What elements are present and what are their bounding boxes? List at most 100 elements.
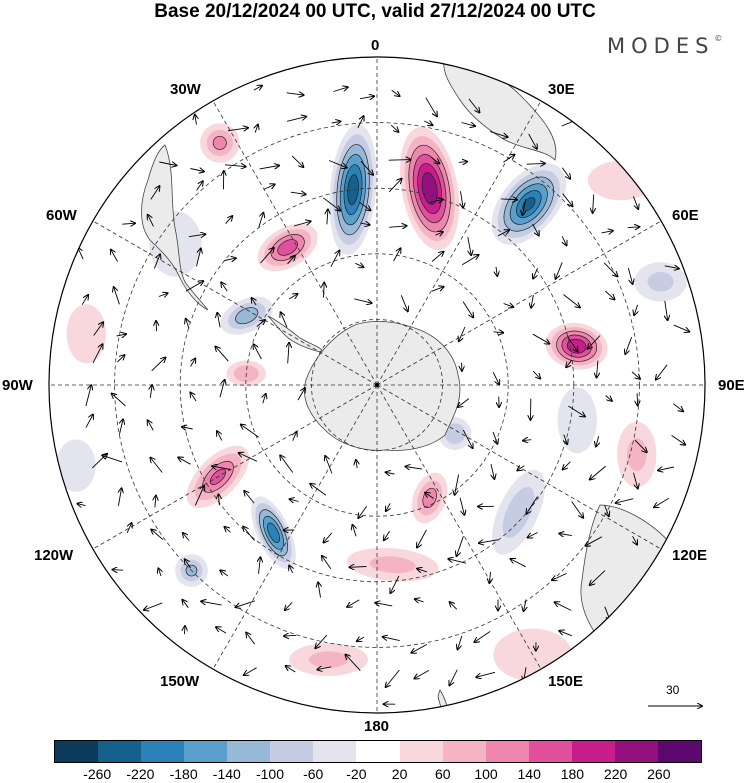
wind-vector-arrow (424, 121, 432, 125)
wind-vector-arrow (150, 186, 160, 200)
wind-vector-arrow (225, 216, 233, 224)
wind-vector-arrow (252, 298, 257, 306)
wind-vector-arrow (491, 463, 494, 479)
wind-vector-arrow (288, 294, 297, 300)
colorbar-swatch (485, 741, 529, 762)
wind-vector-arrow (522, 198, 525, 215)
colorbar-swatch (614, 741, 658, 762)
reference-vector-label: 30 (666, 683, 680, 697)
wind-vector-arrow (411, 644, 428, 652)
wind-vector-arrow (671, 435, 686, 444)
wind-vector-arrow (528, 133, 537, 149)
wind-vector-arrow (260, 248, 274, 264)
wind-vector-arrow (493, 332, 504, 333)
wind-vector-arrow (431, 287, 444, 292)
wind-vector-arrow (605, 395, 612, 401)
wind-vector-arrow (526, 496, 538, 514)
copyright-icon: © (714, 34, 723, 43)
wind-vector-arrow (330, 251, 340, 267)
wind-vector-arrow (552, 573, 567, 581)
wind-vector-arrow (126, 523, 132, 533)
meridian-line (212, 384, 378, 670)
wind-vector-arrow (597, 360, 598, 378)
wind-vector-arrow (258, 213, 264, 228)
wind-vector-arrow (317, 667, 332, 670)
wind-vector-arrow (184, 626, 185, 635)
colorbar-swatch (227, 741, 271, 762)
wind-vector-arrow (188, 234, 205, 237)
wind-vector-arrow (284, 635, 297, 636)
wind-vector-arrow (153, 254, 160, 269)
wind-vector-arrow (555, 602, 572, 611)
wind-vector-arrow (417, 529, 427, 548)
wind-vector-arrow (625, 337, 633, 354)
colorbar-ticks: -260 -220 -180 -140 -100 -60 -20 20 60 100 140 180 2… (0, 766, 750, 783)
anomaly-contour (235, 307, 259, 325)
wind-vector-arrow (430, 199, 443, 202)
wind-vector-arrow (190, 393, 197, 402)
positive-anomaly-center (66, 304, 106, 364)
negative-anomaly-center (251, 496, 296, 570)
lon-label-150e: 150E (548, 673, 584, 690)
wind-vector-arrow (435, 232, 443, 235)
wind-vector-arrow (346, 655, 361, 671)
wind-vector-arrow (400, 295, 408, 311)
wind-vector-arrow (217, 431, 223, 441)
colorbar-swatch (571, 741, 615, 762)
wind-vector-arrow (325, 456, 333, 474)
anomaly-contour (267, 522, 280, 544)
wind-vector-arrow (386, 503, 390, 511)
wind-vector-arrow (389, 226, 406, 228)
wind-vector-arrow (155, 496, 156, 508)
wind-vector-arrow (458, 635, 463, 649)
wind-vector-arrow (216, 627, 227, 634)
wind-vector-arrow (191, 358, 196, 367)
colorbar-swatch (356, 741, 400, 762)
wind-vector-arrow (559, 631, 572, 637)
positive-anomaly-center (346, 547, 439, 582)
wind-vector-arrow (150, 458, 163, 473)
wind-vector-arrow (393, 248, 401, 262)
wind-vector-arrow (450, 602, 458, 610)
wind-vector-arrow (459, 497, 464, 515)
wind-vector-arrow (285, 602, 293, 610)
wind-vectors (77, 86, 689, 705)
wind-vector-arrow (384, 530, 390, 540)
positive-anomaly-center (617, 421, 657, 488)
wind-vector-arrow (528, 532, 538, 538)
negative-anomaly-center (557, 387, 597, 454)
brand-text: MODES (607, 34, 715, 58)
wind-vector-arrow (665, 300, 668, 320)
anomaly-contour (308, 651, 349, 668)
wind-vector-arrow (347, 599, 360, 607)
wind-vector-arrow (532, 370, 540, 378)
meridian-line (376, 100, 542, 386)
wind-vector-arrow (458, 398, 470, 407)
colorbar-tick-label: 100 (474, 766, 498, 782)
colorbar-swatch (528, 741, 572, 762)
colorbar-tick-label: 140 (517, 766, 541, 782)
colorbar-tick-label: -60 (303, 766, 324, 782)
wind-vector-arrow (119, 419, 123, 435)
anomaly-contour (66, 304, 106, 364)
wind-vector-arrow (388, 179, 401, 193)
meridian-line (376, 220, 662, 386)
colorbar (54, 740, 702, 763)
wind-vector-arrow (461, 123, 475, 127)
wind-vector-arrow (417, 569, 428, 572)
wind-vector-arrow (524, 599, 527, 612)
wind-vector-arrow (324, 532, 333, 543)
wind-vector-arrow (185, 281, 203, 292)
wind-vector-arrow (476, 671, 496, 677)
wind-vector-arrow (224, 165, 246, 167)
colorbar-tick-label: -220 (126, 766, 155, 782)
wind-vector-arrow (462, 301, 473, 318)
wind-vector-arrow (287, 256, 296, 265)
wind-vector-arrow (151, 358, 166, 372)
wind-vector-arrow (358, 505, 368, 518)
wind-vector-arrow (375, 603, 393, 606)
wind-vector-arrow (405, 467, 423, 470)
wind-vector-arrow (315, 634, 328, 648)
wind-vector-arrow (414, 670, 430, 678)
wind-vector-arrow (196, 249, 201, 267)
